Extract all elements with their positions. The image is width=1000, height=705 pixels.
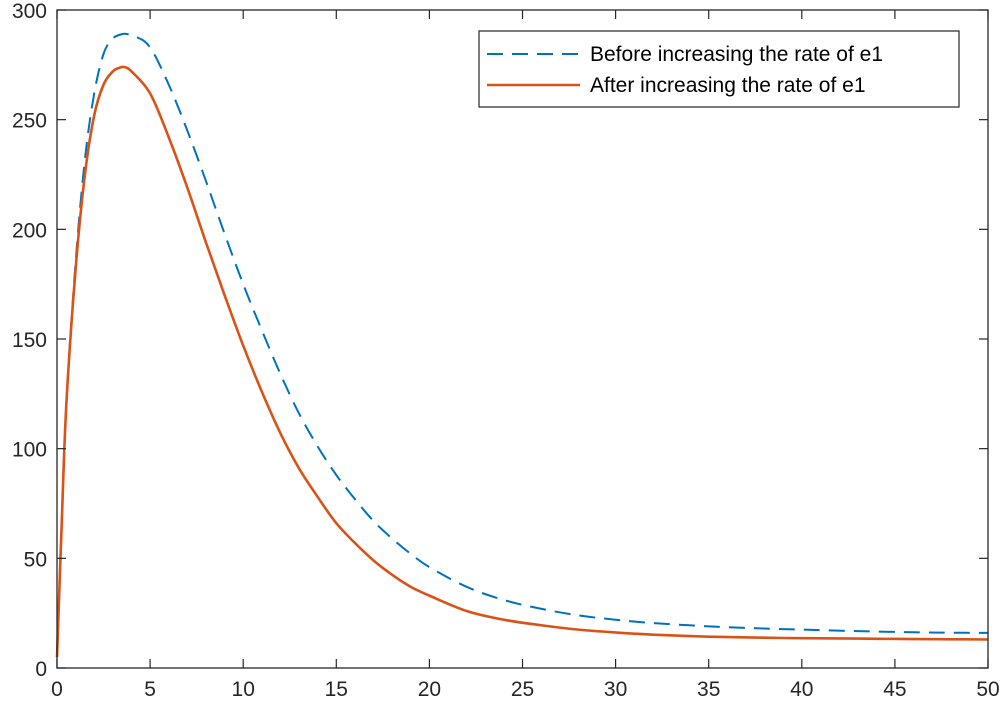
x-tick-label: 40	[790, 678, 813, 701]
x-tick-label: 45	[883, 678, 906, 701]
x-tick-label: 20	[418, 678, 441, 701]
series-line-before	[56, 32, 989, 658]
x-tick-label: 25	[511, 678, 534, 701]
series-line-after	[55, 65, 989, 658]
x-tick-label: 5	[144, 678, 156, 701]
x-tick-label: 10	[232, 678, 255, 701]
legend-label-before: Before increasing the rate of e1	[590, 43, 883, 66]
x-tick-label: 15	[325, 678, 348, 701]
y-tick-label: 300	[12, 0, 47, 23]
x-tick-label: 30	[604, 678, 627, 701]
y-tick-label: 0	[35, 658, 47, 681]
x-tick-label: 35	[697, 678, 720, 701]
y-tick-label: 200	[12, 219, 47, 242]
y-tick-label: 150	[12, 329, 47, 352]
y-tick-label: 100	[12, 439, 47, 462]
series-layer	[55, 32, 989, 658]
legend-label-after: After increasing the rate of e1	[590, 74, 866, 97]
axes-layer: 0 5 10 15 20 25 30 35 40 45 50 0 50 100 150 200 250 300	[12, 0, 1000, 701]
legend-box	[478, 30, 960, 108]
x-tick-label: 0	[51, 678, 63, 701]
x-tick-label: 50	[976, 678, 999, 701]
y-tick-label: 50	[24, 548, 47, 571]
legend: Before increasing the rate of e1 After i…	[478, 30, 960, 108]
y-tick-label: 250	[12, 110, 47, 133]
